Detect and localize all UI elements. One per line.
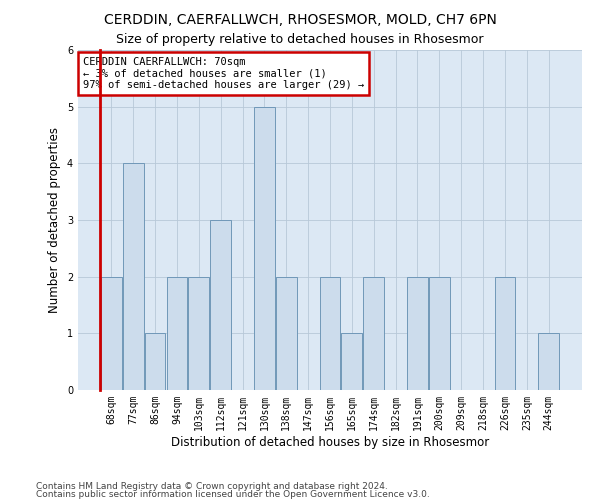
Bar [188, 276, 209, 390]
Text: Size of property relative to detached houses in Rhosesmor: Size of property relative to detached ho… [116, 32, 484, 46]
Bar [407, 276, 428, 390]
Bar [123, 164, 143, 390]
Bar [320, 276, 340, 390]
Bar [494, 276, 515, 390]
Text: CERDDIN CAERFALLWCH: 70sqm
← 3% of detached houses are smaller (1)
97% of semi-d: CERDDIN CAERFALLWCH: 70sqm ← 3% of detac… [83, 57, 364, 90]
Bar [254, 106, 275, 390]
Text: CERDDIN, CAERFALLWCH, RHOSESMOR, MOLD, CH7 6PN: CERDDIN, CAERFALLWCH, RHOSESMOR, MOLD, C… [104, 12, 496, 26]
Bar [167, 276, 187, 390]
Y-axis label: Number of detached properties: Number of detached properties [49, 127, 61, 313]
Bar [538, 334, 559, 390]
Text: Contains public sector information licensed under the Open Government Licence v3: Contains public sector information licen… [36, 490, 430, 499]
Bar [364, 276, 384, 390]
Text: Contains HM Land Registry data © Crown copyright and database right 2024.: Contains HM Land Registry data © Crown c… [36, 482, 388, 491]
Bar [341, 334, 362, 390]
X-axis label: Distribution of detached houses by size in Rhosesmor: Distribution of detached houses by size … [171, 436, 489, 448]
Bar [276, 276, 296, 390]
Bar [429, 276, 450, 390]
Bar [101, 276, 122, 390]
Bar [210, 220, 231, 390]
Bar [145, 334, 166, 390]
